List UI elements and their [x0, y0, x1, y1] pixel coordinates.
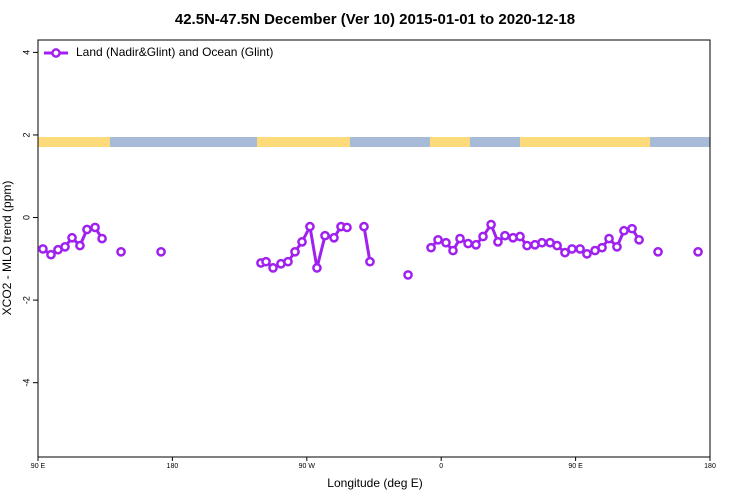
x-axis-label: Longitude (deg E): [327, 476, 422, 490]
data-point: [448, 245, 458, 256]
data-point: [575, 244, 585, 254]
data-point: [403, 270, 413, 280]
y-tick-label: -4: [21, 379, 31, 387]
data-point: [261, 256, 271, 267]
data-point: [283, 256, 293, 267]
x-tick-label: 90 E: [31, 463, 46, 470]
data-point: [38, 244, 48, 254]
data-point: [612, 241, 622, 252]
land-ocean-strip: [38, 137, 710, 147]
data-point: [156, 246, 166, 257]
data-point: [522, 240, 532, 251]
data-point: [46, 249, 56, 260]
data-point: [486, 219, 496, 230]
x-tick-label: 90 E: [568, 463, 583, 470]
y-tick-label: 4: [21, 50, 31, 55]
x-tick-label: 180: [704, 463, 716, 470]
chart-title: 42.5N-47.5N December (Ver 10) 2015-01-01…: [175, 11, 575, 28]
x-tick-label: 180: [167, 463, 179, 470]
data-point: [604, 233, 614, 244]
data-point: [552, 240, 562, 251]
data-point: [463, 238, 473, 249]
data-point: [567, 244, 577, 254]
y-tick-label: -2: [21, 296, 31, 304]
data-point: [433, 234, 443, 245]
data-point: [619, 225, 629, 236]
data-point: [312, 263, 322, 273]
y-axis-label: XCO2 - MLO trend (ppm): [0, 181, 14, 316]
data-point: [297, 237, 307, 247]
data-point: [60, 241, 70, 252]
data-point: [515, 231, 525, 242]
x-tick-label: 0: [439, 463, 443, 470]
data-point: [82, 224, 92, 235]
data-point: [537, 237, 547, 248]
data-point: [478, 231, 488, 242]
data-point: [329, 232, 339, 243]
data-point: [320, 230, 330, 241]
data-point: [97, 233, 107, 244]
data-point: [597, 242, 607, 253]
data-point: [455, 233, 465, 244]
data-point: [67, 232, 77, 243]
data-point: [90, 222, 100, 233]
data-point: [500, 230, 510, 241]
data-point: [627, 223, 637, 234]
data-point: [342, 222, 352, 233]
data-point: [268, 263, 278, 273]
data-point: [493, 237, 503, 247]
y-tick-label: 0: [21, 215, 31, 220]
data-point: [116, 246, 126, 257]
data-point: [365, 256, 375, 267]
data-point: [75, 240, 85, 251]
y-tick-label: 2: [21, 132, 31, 137]
data-point: [634, 234, 644, 245]
data-point: [560, 247, 570, 258]
data-point: [290, 246, 300, 257]
legend-marker: [51, 48, 61, 58]
data-point: [305, 221, 315, 232]
legend-label: Land (Nadir&Glint) and Ocean (Glint): [76, 45, 273, 59]
data-point: [359, 221, 369, 232]
data-point: [582, 249, 592, 259]
x-tick-label: 90 W: [299, 463, 316, 470]
data-point: [693, 246, 703, 257]
data-point: [426, 242, 436, 253]
plot-frame: [37, 39, 711, 458]
data-point: [441, 237, 451, 248]
data-point: [653, 246, 663, 257]
data-point: [471, 239, 481, 250]
